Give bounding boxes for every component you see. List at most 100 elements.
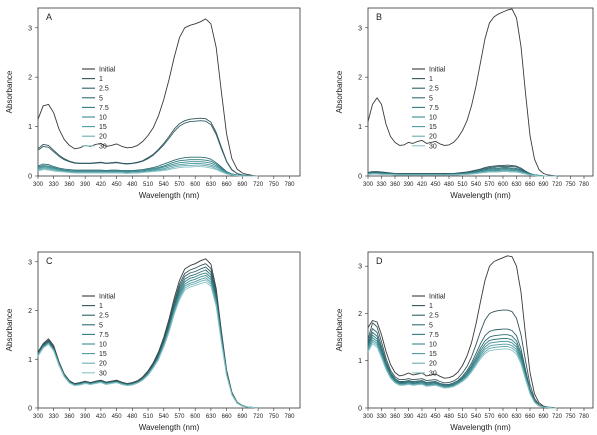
y-tick-label: 3 — [28, 259, 32, 266]
legend-label: 7.5 — [99, 332, 109, 339]
x-tick-label: 420 — [417, 414, 428, 420]
x-tick-label: 390 — [80, 182, 91, 188]
series-line-5 — [37, 269, 259, 409]
series-line-30 — [367, 343, 557, 409]
x-tick-label: 480 — [444, 414, 455, 420]
x-tick-label: 360 — [390, 182, 401, 188]
y-axis-title: Absorbance — [335, 308, 344, 351]
series-line-1 — [37, 263, 259, 409]
legend-label: 15 — [99, 124, 107, 131]
x-tick-label: 510 — [143, 182, 154, 188]
series-line-20 — [37, 279, 259, 409]
x-tick-label: 720 — [552, 182, 563, 188]
y-tick-label: 1 — [358, 358, 362, 365]
legend-label: Initial — [429, 67, 446, 74]
series-line-initial — [37, 18, 259, 177]
x-tick-label: 330 — [49, 414, 60, 420]
series-line-30 — [367, 171, 557, 177]
x-tick-label: 750 — [269, 182, 280, 188]
y-tick-label: 0 — [28, 174, 32, 181]
legend-label: 5 — [429, 95, 433, 102]
x-tick-label: 780 — [285, 182, 296, 188]
legend-label: 20 — [99, 361, 107, 368]
legend-label: 2.5 — [429, 313, 439, 320]
legend: Initial 1 2.5 5 7.5 10 15 20 30 — [82, 67, 116, 150]
x-tick-label: 330 — [49, 182, 60, 188]
y-tick-label: 0 — [28, 406, 32, 413]
x-tick-label: 540 — [159, 414, 170, 420]
x-tick-label: 600 — [190, 414, 201, 420]
legend-label: 5 — [99, 95, 103, 102]
series-line-10 — [37, 274, 259, 409]
x-tick-label: 690 — [237, 182, 248, 188]
legend-label: 30 — [429, 370, 437, 377]
x-tick-label: 300 — [33, 414, 44, 420]
x-tick-label: 660 — [525, 414, 536, 420]
x-tick-label: 390 — [403, 182, 414, 188]
y-tick-label: 2 — [358, 311, 362, 318]
panel-label: A — [46, 12, 52, 22]
y-tick-label: 2 — [358, 75, 362, 82]
x-tick-label: 360 — [64, 182, 75, 188]
x-tick-label: 390 — [403, 414, 414, 420]
x-tick-label: 390 — [80, 414, 91, 420]
x-tick-label: 570 — [484, 414, 495, 420]
y-tick-label: 2 — [28, 308, 32, 315]
legend-label: 5 — [99, 322, 103, 329]
x-tick-label: 570 — [174, 182, 185, 188]
legend-label: 2.5 — [99, 86, 109, 93]
x-tick-label: 540 — [471, 414, 482, 420]
series-line-7-5 — [37, 272, 259, 409]
series-line-initial — [367, 255, 558, 409]
legend-label: 1 — [99, 76, 103, 83]
x-tick-label: 510 — [457, 182, 468, 188]
series-line-2-5 — [37, 120, 259, 177]
x-tick-label: 480 — [444, 182, 455, 188]
series-line-5 — [37, 156, 259, 177]
y-tick-label: 3 — [358, 264, 362, 271]
x-tick-label: 750 — [565, 414, 576, 420]
x-tick-label: 450 — [112, 182, 123, 188]
legend-label: 20 — [99, 134, 107, 141]
x-tick-label: 420 — [96, 182, 107, 188]
x-tick-label: 330 — [376, 182, 387, 188]
x-tick-label: 360 — [390, 414, 401, 420]
x-tick-label: 510 — [457, 414, 468, 420]
y-tick-label: 1 — [28, 357, 32, 364]
x-axis-title: Wavelength (nm) — [139, 191, 200, 200]
series-line-30 — [37, 166, 259, 177]
x-tick-label: 540 — [159, 182, 170, 188]
y-tick-label: 3 — [28, 25, 32, 32]
series-line-initial — [37, 258, 259, 409]
legend-label: 10 — [99, 115, 107, 122]
legend-label: 30 — [99, 370, 107, 377]
panel-label: C — [46, 256, 53, 266]
x-tick-label: 600 — [498, 414, 509, 420]
x-tick-label: 690 — [237, 414, 248, 420]
legend-label: 10 — [429, 115, 437, 122]
x-tick-label: 660 — [222, 414, 233, 420]
x-tick-label: 720 — [253, 182, 264, 188]
legend-label: 7.5 — [99, 105, 109, 112]
series-line-1 — [37, 117, 259, 177]
x-tick-label: 300 — [363, 182, 374, 188]
panel-label: B — [376, 12, 382, 22]
x-tick-label: 660 — [222, 182, 233, 188]
x-tick-label: 450 — [430, 414, 441, 420]
series-line-initial — [367, 8, 558, 177]
legend-label: Initial — [429, 294, 446, 301]
x-tick-label: 630 — [206, 414, 217, 420]
x-tick-label: 570 — [484, 182, 495, 188]
x-axis-title: Wavelength (nm) — [450, 423, 511, 432]
x-tick-label: 420 — [96, 414, 107, 420]
x-tick-label: 780 — [285, 414, 296, 420]
x-tick-label: 720 — [253, 414, 264, 420]
legend-label: 7.5 — [429, 332, 439, 339]
x-tick-label: 780 — [579, 182, 590, 188]
legend: Initial 1 2.5 5 7.5 10 15 20 30 — [82, 294, 116, 377]
series-line-1 — [367, 309, 557, 409]
